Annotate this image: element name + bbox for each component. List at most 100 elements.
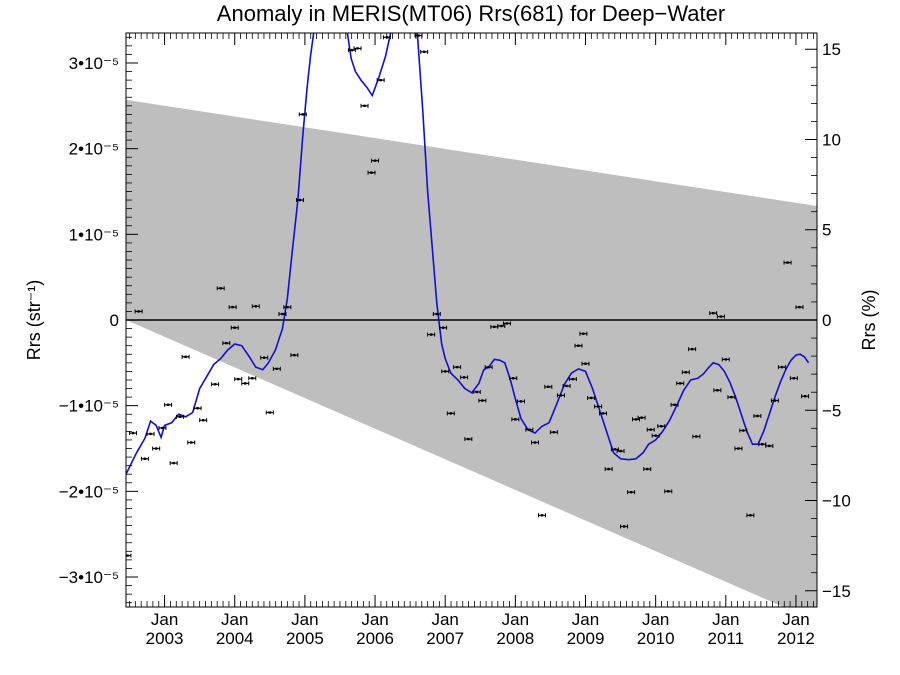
x-tick-year: 2011: [708, 629, 745, 648]
y-tick-label: 3•10⁻⁵: [69, 54, 119, 73]
y2-tick-label: −5: [822, 401, 841, 420]
data-point: [664, 489, 673, 494]
data-point: [420, 49, 429, 54]
data-point: [446, 411, 455, 416]
data-point: [709, 311, 718, 316]
data-point: [251, 304, 260, 309]
data-point: [295, 198, 304, 203]
data-point: [734, 446, 743, 451]
data-point: [439, 325, 448, 330]
data-point: [530, 440, 539, 445]
data-point: [692, 434, 701, 439]
data-point: [376, 78, 385, 83]
x-tick-month: Jan: [431, 610, 458, 629]
data-point: [556, 393, 565, 398]
x-tick-month: Jan: [361, 610, 388, 629]
data-point: [783, 260, 792, 265]
x-tick-month: Jan: [291, 610, 318, 629]
x-tick-year: 2005: [286, 629, 324, 648]
data-point: [260, 355, 269, 360]
data-point: [581, 361, 590, 366]
data-point: [789, 376, 798, 381]
data-point: [801, 394, 810, 399]
y-tick-label: −1•10⁻⁵: [59, 397, 119, 416]
y2-axis-label: Rrs (%): [859, 290, 879, 351]
data-point: [646, 427, 655, 432]
x-tick-month: Jan: [782, 610, 809, 629]
data-point: [795, 305, 804, 310]
data-point: [181, 354, 190, 359]
data-point: [568, 377, 577, 382]
data-point: [427, 332, 436, 337]
data-point: [676, 381, 685, 386]
y2-tick-label: 0: [822, 311, 831, 330]
data-point: [746, 513, 755, 518]
data-point: [169, 461, 178, 466]
data-point: [241, 381, 250, 386]
data-point: [670, 402, 679, 407]
data-point: [234, 377, 243, 382]
y2-tick-label: 10: [822, 130, 841, 149]
data-point: [464, 437, 473, 442]
x-tick-year: 2009: [567, 629, 605, 648]
data-point: [688, 347, 697, 352]
x-tick-month: Jan: [642, 610, 669, 629]
x-tick-month: Jan: [572, 610, 599, 629]
data-point: [721, 357, 730, 362]
data-point: [472, 389, 481, 394]
x-tick-month: Jan: [221, 610, 248, 629]
y-tick-label: 1•10⁻⁵: [69, 225, 119, 244]
data-point: [228, 305, 237, 310]
data-point: [360, 103, 369, 108]
data-point: [765, 443, 774, 448]
y2-tick-label: 5: [822, 221, 831, 240]
data-point: [230, 325, 239, 330]
series-line: [126, 33, 810, 475]
x-tick-year: 2007: [426, 629, 464, 648]
data-point: [579, 331, 588, 336]
data-point: [164, 402, 173, 407]
data-point: [637, 415, 646, 420]
y-tick-label: −3•10⁻⁵: [59, 568, 119, 587]
data-point: [353, 46, 362, 51]
data-point: [146, 431, 155, 436]
data-point: [727, 395, 736, 400]
data-point: [509, 376, 518, 381]
y-tick-label: −2•10⁻⁵: [59, 482, 119, 501]
y2-tick-label: 15: [822, 40, 841, 59]
data-point: [298, 112, 307, 117]
x-tick-year: 2008: [496, 629, 534, 648]
data-point: [126, 553, 132, 558]
data-point: [599, 411, 608, 416]
data-point: [222, 341, 231, 346]
data-point: [516, 399, 525, 404]
data-point: [713, 388, 722, 393]
envelope-band: [126, 99, 817, 607]
data-point: [176, 414, 185, 419]
data-point: [538, 513, 547, 518]
x-tick-year: 2010: [637, 629, 675, 648]
data-point: [290, 353, 299, 358]
data-point: [753, 413, 762, 418]
data-point: [549, 430, 558, 435]
data-point: [152, 446, 161, 451]
data-point: [594, 404, 603, 409]
data-point: [497, 323, 506, 328]
data-point: [574, 343, 583, 348]
data-point: [211, 382, 220, 387]
x-tick-month: Jan: [712, 610, 739, 629]
x-tick-year: 2006: [356, 629, 394, 648]
data-point: [562, 383, 571, 388]
data-point: [248, 376, 257, 381]
data-point: [627, 490, 636, 495]
data-point: [432, 312, 441, 317]
data-points: [126, 33, 810, 558]
data-point: [620, 524, 629, 529]
data-point: [193, 406, 202, 411]
data-point: [478, 398, 487, 403]
data-point: [187, 440, 196, 445]
data-point: [158, 425, 167, 430]
x-tick-month: Jan: [502, 610, 529, 629]
x-axis: Jan2003Jan2004Jan2005Jan2006Jan2007Jan20…: [129, 33, 815, 648]
